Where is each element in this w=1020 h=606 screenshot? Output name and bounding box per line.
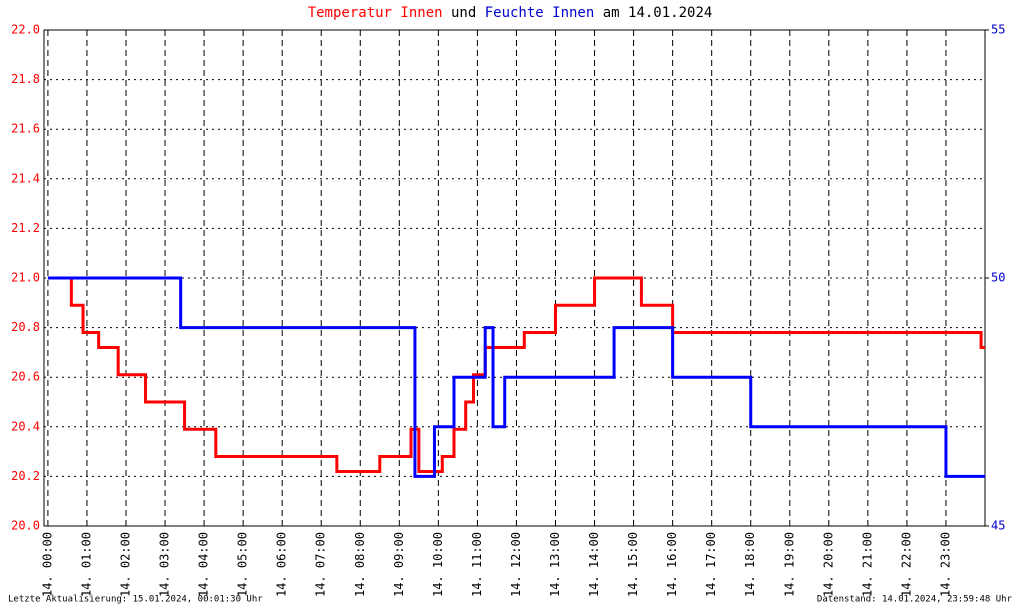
chart-title: Temperatur Innen und Feuchte Innen am 14… (308, 5, 713, 21)
x-tick-label: 14. 07:00 (314, 532, 328, 597)
x-tick-label: 14. 22:00 (899, 532, 913, 597)
x-tick-label: 14. 15:00 (626, 532, 640, 597)
y2-tick-label: 50 (991, 271, 1005, 285)
x-tick-label: 14. 16:00 (665, 532, 679, 597)
y-tick-label: 21.4 (11, 171, 40, 185)
x-tick-label: 14. 03:00 (158, 532, 172, 597)
x-tick-label: 14. 08:00 (353, 532, 367, 597)
x-tick-label: 14. 20:00 (821, 532, 835, 597)
x-tick-label: 14. 11:00 (470, 532, 484, 597)
x-tick-label: 14. 14:00 (587, 532, 601, 597)
x-tick-label: 14. 17:00 (704, 532, 718, 597)
x-tick-label: 14. 19:00 (782, 532, 796, 597)
y-tick-label: 21.6 (11, 122, 40, 136)
x-tick-label: 14. 23:00 (938, 532, 952, 597)
y-tick-label: 20.4 (11, 419, 40, 433)
y-tick-label: 21.0 (11, 271, 40, 285)
x-tick-label: 14. 18:00 (743, 532, 757, 597)
plot-frame (43, 29, 986, 527)
x-tick-label: 14. 10:00 (431, 532, 445, 597)
y2-tick-label: 55 (991, 23, 1005, 37)
data-line (47, 276, 985, 473)
footer-left: Letzte Aktualisierung: 15.01.2024, 00:01… (8, 595, 263, 605)
y-tick-label: 20.6 (11, 370, 40, 384)
title-part: am 14.01.2024 (603, 5, 713, 21)
x-tick-label: 14. 12:00 (509, 532, 523, 597)
title-part: Feuchte Innen (485, 5, 595, 21)
y2-tick-label: 45 (991, 519, 1005, 533)
x-tick-label: 14. 09:00 (392, 532, 406, 597)
y-tick-label: 22.0 (11, 23, 40, 37)
x-tick-label: 14. 01:00 (79, 532, 93, 597)
x-tick-label: 14. 02:00 (118, 532, 132, 597)
title-part: und (451, 5, 476, 21)
data-line (47, 276, 985, 478)
x-tick-label: 14. 00:00 (40, 532, 54, 597)
x-tick-label: 14. 04:00 (197, 532, 211, 597)
y-tick-label: 21.8 (11, 72, 40, 86)
y-tick-label: 20.2 (11, 469, 40, 483)
footer-right: Datenstand: 14.01.2024, 23:59:48 Uhr (817, 595, 1013, 605)
y-tick-label: 20.8 (11, 320, 40, 334)
x-tick-label: 14. 06:00 (275, 532, 289, 597)
x-tick-label: 14. 21:00 (860, 532, 874, 597)
y-tick-label: 20.0 (11, 519, 40, 533)
x-tick-label: 14. 13:00 (548, 532, 562, 597)
x-tick-label: 14. 05:00 (236, 532, 250, 597)
title-part: Temperatur Innen (308, 5, 443, 21)
y-tick-label: 21.2 (11, 221, 40, 235)
